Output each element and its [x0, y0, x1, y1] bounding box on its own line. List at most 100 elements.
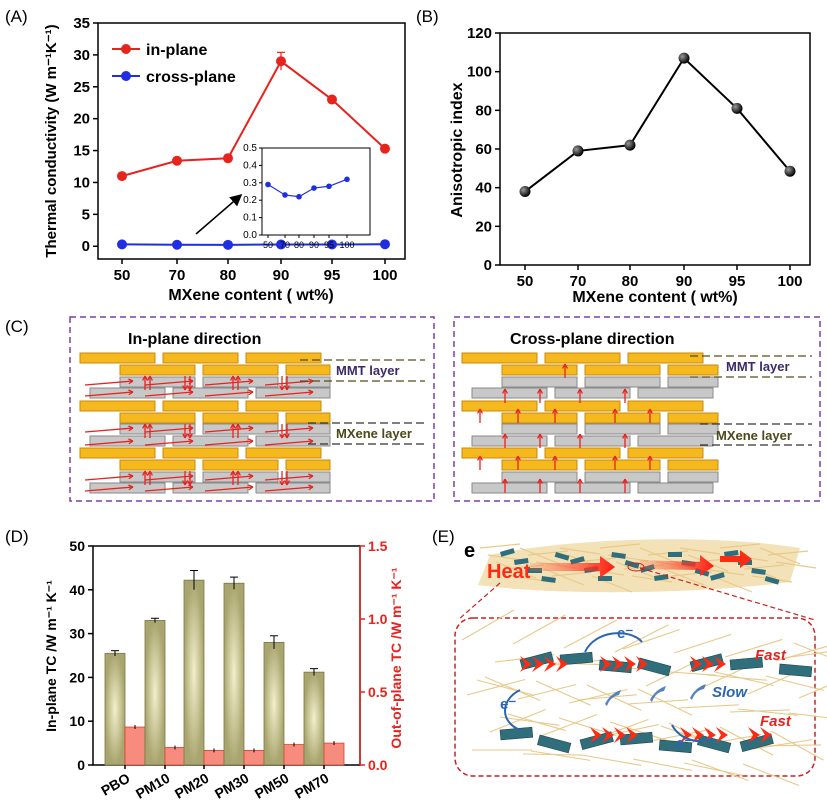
x-tick-label: 70 — [570, 273, 587, 290]
panel-c-left-layers — [79, 352, 331, 494]
inset-x-tick-label: 50 — [263, 240, 273, 250]
fast-heat-chevron — [748, 727, 760, 743]
y-tick-label: 10 — [69, 713, 85, 729]
heat-flow-arrow-head — [128, 378, 134, 385]
data-point — [276, 56, 286, 67]
fiber — [724, 638, 783, 658]
zoom-origin-circle — [627, 562, 645, 572]
panel-d-x-ticks: PBO PM10 PM20 PM30 PM50 PM70 — [98, 765, 332, 802]
cross-plane-arrow-head — [612, 408, 618, 414]
panel-a-legend: in-plane cross-plane — [112, 42, 236, 86]
slow-label: Slow — [712, 684, 748, 701]
fast-heat-chevron — [702, 656, 714, 672]
mxene-sheet — [751, 567, 766, 575]
fast-heat-chevron — [532, 656, 544, 672]
zoom-line-right — [639, 567, 816, 621]
panel-e-label: (E) — [432, 527, 455, 546]
y-tick-label: 30 — [73, 47, 90, 64]
mxene-sheet — [724, 550, 739, 557]
fiber — [627, 699, 688, 705]
data-point — [380, 143, 390, 154]
mxene-sheet — [570, 556, 585, 565]
heat-arrow-3 — [720, 550, 752, 568]
cross-plane-arrow-head — [647, 408, 653, 414]
heat-flow-arrow — [84, 486, 134, 492]
x-tick-label: 50 — [114, 267, 131, 284]
fiber — [609, 721, 668, 742]
mxene-sheet — [637, 387, 714, 399]
mxene-sheet — [541, 576, 556, 583]
heat-flow-arrow — [84, 475, 134, 481]
mmt-sheet — [667, 364, 719, 376]
vertical-arrow-head — [147, 375, 153, 381]
fiber — [543, 568, 585, 586]
cross-plane-arrow-head — [502, 388, 508, 394]
fiber — [563, 619, 618, 649]
heat-flow-arrow-head — [248, 378, 254, 385]
left-mxene-label: MXene layer — [336, 426, 412, 441]
in-plane-bar — [223, 582, 245, 766]
panel-d-bars — [104, 570, 345, 766]
panel-e-top-illustration — [478, 539, 817, 593]
mmt-sheet — [501, 459, 578, 471]
heat-flow-arrow — [84, 427, 134, 433]
fiber — [489, 709, 546, 733]
panel-d-left-y-ticks: 0 10 20 30 40 50 — [69, 538, 93, 773]
vertical-arrow-head — [230, 470, 236, 476]
mmt-sheet — [202, 459, 279, 471]
cross-plane-arrow-head — [552, 455, 558, 461]
legend-cross-plane-marker — [121, 71, 131, 81]
mxene-sheet — [584, 471, 661, 483]
mmt-sheet — [162, 352, 239, 364]
inset-y-tick-label: 0.0 — [243, 230, 257, 241]
heat-flow-arrow-head — [248, 438, 254, 445]
x-tick-label: PBO — [98, 770, 132, 799]
inset-data-point — [296, 193, 302, 200]
panel-a: (A) 0 5 10 15 20 25 30 35 50 70 80 90 95 100 MXene c… — [5, 7, 406, 304]
vertical-arrow-head — [182, 385, 188, 391]
fiber — [519, 547, 561, 565]
mmt-sheet — [119, 459, 196, 471]
fiber — [706, 674, 767, 681]
fiber — [637, 688, 693, 716]
series-line — [524, 56, 791, 193]
panel-d-right-y-axis-label: Out-of-plane TC /W m⁻¹ K⁻¹ — [388, 567, 404, 749]
panel-d-y-axis-label: In-plane TC /W m⁻¹ K⁻¹ — [43, 580, 59, 732]
cross-plane-arrow-head — [515, 455, 521, 461]
mxene-sheet — [611, 552, 626, 559]
mmt-sheet — [79, 352, 156, 364]
vertical-arrow-head — [187, 480, 193, 486]
in-plane-bar — [104, 652, 126, 766]
heat-label: Heat — [487, 561, 531, 583]
legend-cross-plane-text: cross-plane — [146, 69, 236, 86]
data-point — [327, 239, 337, 250]
fast-heat-chevron — [760, 727, 772, 743]
fiber — [759, 547, 801, 565]
data-point — [380, 239, 390, 250]
panel-b-x-axis-label: MXene content ( wt%) — [572, 289, 737, 306]
mmt-sheet — [119, 364, 196, 376]
inset-content: 0.0 0.1 0.2 0.3 0.4 0.5 50 70 80 90 95 100 — [243, 143, 354, 250]
electron-hop-left — [504, 689, 521, 731]
fiber — [775, 645, 827, 662]
heat-flow-arrow-head — [248, 484, 254, 491]
mmt-sheet — [584, 412, 661, 424]
heat-flow-arrow — [264, 427, 314, 433]
right-y-tick-label: 1.0 — [368, 611, 388, 627]
x-tick-label: 90 — [273, 267, 290, 284]
mmt-sheet — [461, 400, 538, 412]
panel-c-left-title: In-plane direction — [128, 331, 261, 348]
fiber — [679, 547, 721, 555]
mxene-sheet — [598, 576, 612, 581]
y-tick-label: 35 — [73, 15, 90, 32]
fiber — [476, 679, 536, 697]
fiber — [729, 709, 790, 713]
cross-plane-arrow-head — [502, 478, 508, 484]
panel-e-letter: e — [464, 540, 475, 562]
cross-plane-arrow-head — [622, 388, 628, 394]
heat-flow-arrow — [204, 440, 254, 446]
mxene-sheet — [619, 731, 654, 746]
y-tick-label: 0 — [82, 238, 90, 255]
heat-flow-arrow — [204, 380, 254, 386]
cross-plane-arrow-head — [477, 408, 483, 414]
